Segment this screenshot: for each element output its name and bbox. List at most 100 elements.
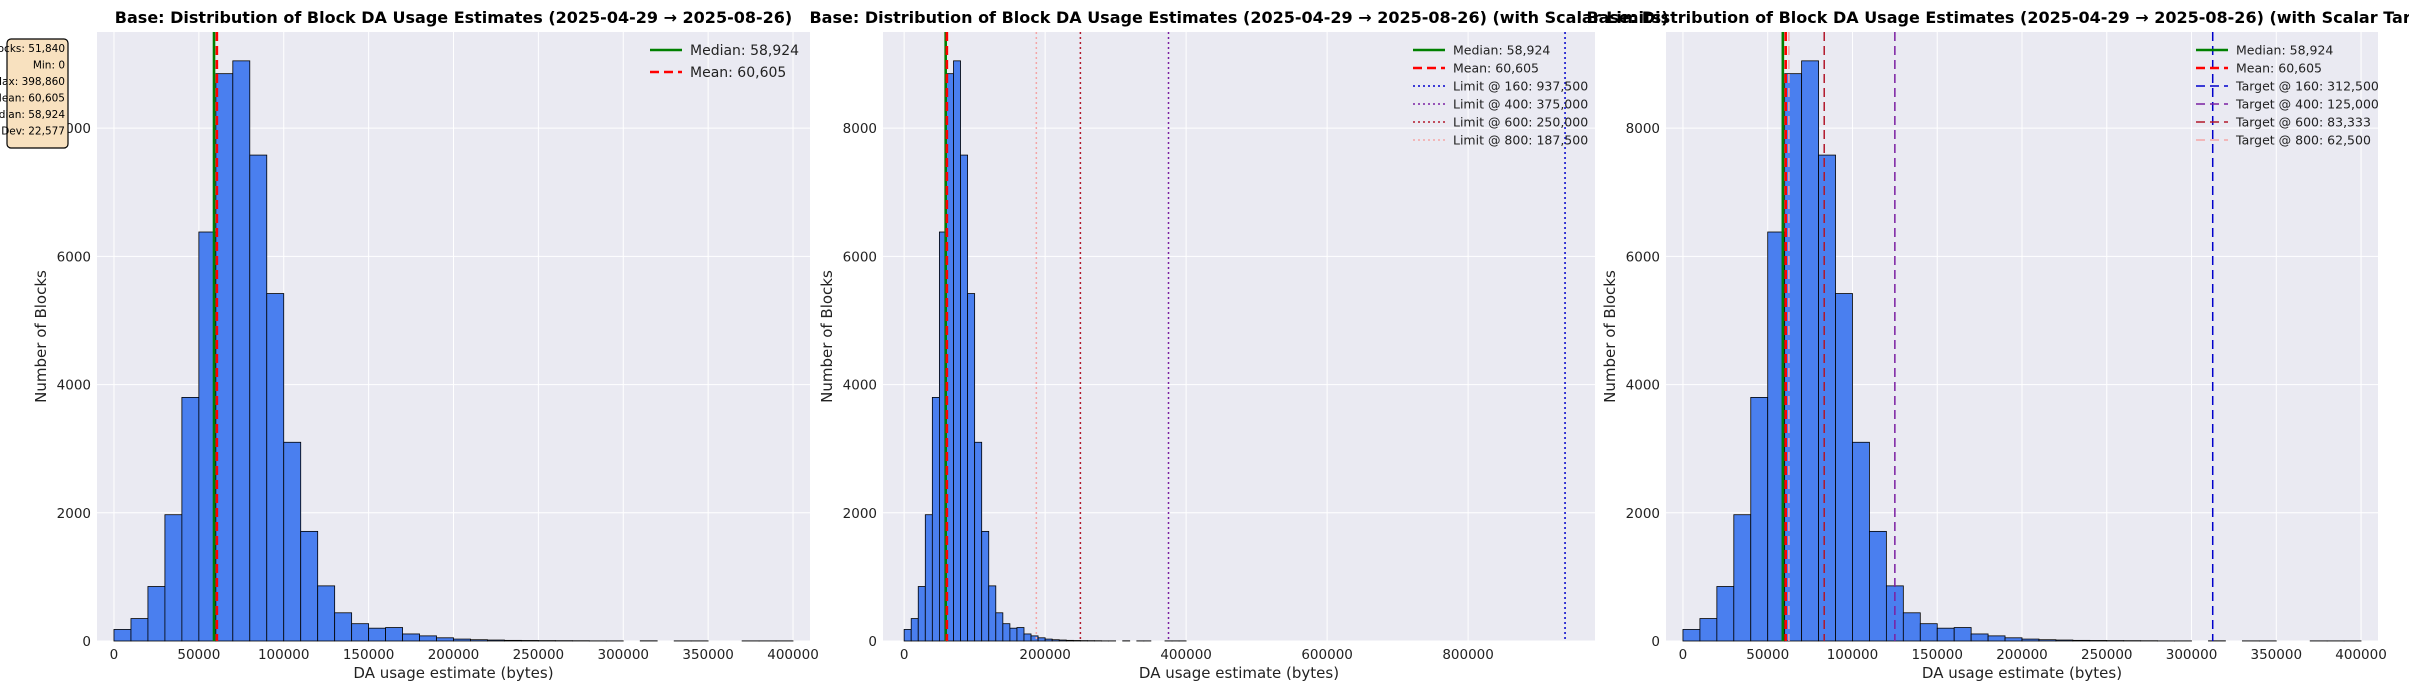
y-tick-label: 4000 xyxy=(843,378,877,394)
histogram-bar xyxy=(1037,637,1046,642)
y-tick-label: 2000 xyxy=(57,506,91,522)
histogram-bar xyxy=(113,629,132,642)
histogram-bar xyxy=(967,293,976,642)
plot-area xyxy=(883,32,1595,641)
chart-panel-3: 0 50000 100000 150000 200000 250000 300000 3500… xyxy=(1586,8,2409,682)
stats-box-line: Std Dev: 22,577 xyxy=(0,126,65,138)
histogram-bar xyxy=(1682,629,1701,642)
legend: Median: 58,924 Mean: 60,605 Limit @ 160: 9… xyxy=(1413,43,1588,148)
histogram-bar xyxy=(988,585,997,642)
x-tick-label: 350000 xyxy=(682,647,734,663)
histogram-bar xyxy=(147,586,166,642)
histogram-bar xyxy=(334,612,353,642)
histogram-bar xyxy=(1801,60,1819,642)
x-tick-label: 400000 xyxy=(1160,647,1212,663)
legend-entry: Median: 58,924 xyxy=(2236,43,2333,58)
x-tick-label: 300000 xyxy=(2166,647,2218,663)
histogram-bar xyxy=(2055,639,2074,642)
x-tick-label: 250000 xyxy=(2081,647,2133,663)
histogram-bar xyxy=(917,586,926,642)
histogram-bar xyxy=(2021,638,2040,642)
x-tick-label: 0 xyxy=(110,647,119,663)
histogram-bar xyxy=(1733,514,1752,642)
y-tick-label: 0 xyxy=(1651,634,1660,650)
histogram-bar xyxy=(2004,637,2023,642)
histogram-bar xyxy=(931,396,940,642)
chart-title: Base: Distribution of Block DA Usage Est… xyxy=(809,8,1668,27)
chart-title: Base: Distribution of Block DA Usage Est… xyxy=(1586,8,2409,27)
histogram-bar xyxy=(164,514,183,642)
legend-entry: Target @ 800: 62,500 xyxy=(2235,133,2371,148)
histogram-bar xyxy=(1919,623,1938,642)
y-tick-label: 6000 xyxy=(843,249,877,265)
stats-box-line: Max: 398,860 xyxy=(0,76,65,88)
y-tick-label: 2000 xyxy=(843,506,877,522)
x-tick-label: 250000 xyxy=(513,647,565,663)
legend-entry: Median: 58,924 xyxy=(690,43,799,59)
histogram-bar xyxy=(995,612,1004,642)
histogram-bar xyxy=(215,73,234,642)
histogram-bar xyxy=(1058,639,1067,642)
histogram-bar xyxy=(1023,633,1032,642)
stats-box-frame xyxy=(6,38,69,149)
x-axis-label: DA usage estimate (bytes) xyxy=(353,664,553,682)
histogram-bar xyxy=(1818,154,1836,642)
histogram-bar xyxy=(470,639,488,642)
y-axis-label: Number of Blocks xyxy=(818,270,836,403)
legend-entry: Limit @ 600: 250,000 xyxy=(1453,115,1588,130)
histogram-bar xyxy=(981,530,990,642)
legend-entry: Limit @ 800: 187,500 xyxy=(1453,133,1588,148)
x-tick-label: 150000 xyxy=(1911,647,1963,663)
x-tick-label: 100000 xyxy=(258,647,310,663)
legend-entry: Mean: 60,605 xyxy=(2236,61,2322,76)
histogram-bar xyxy=(1002,623,1011,642)
histogram-bar xyxy=(924,514,933,642)
legend: Median: 58,924 Mean: 60,605 Target @ 160: … xyxy=(2196,43,2379,148)
x-tick-label: 400000 xyxy=(2335,647,2387,663)
histogram-bar xyxy=(249,154,268,642)
chart-panel-1: 0 50000 100000 150000 200000 250000 300000 3500… xyxy=(0,8,819,682)
x-tick-label: 300000 xyxy=(597,647,649,663)
legend-entry: Mean: 60,605 xyxy=(1453,61,1539,76)
histogram-bar xyxy=(385,627,403,642)
y-tick-label: 2000 xyxy=(1626,506,1660,522)
legend-entry: Limit @ 400: 375,000 xyxy=(1453,97,1588,112)
histogram-bar xyxy=(1065,639,1074,642)
histogram-bar xyxy=(1852,441,1870,642)
legend-entry: Target @ 600: 83,333 xyxy=(2235,115,2371,130)
legend-entry: Target @ 400: 125,000 xyxy=(2235,97,2379,112)
x-tick-label: 50000 xyxy=(177,647,220,663)
stats-box-line: Mean: 60,605 xyxy=(0,93,65,105)
histogram-bar xyxy=(504,639,522,642)
histogram-bar xyxy=(317,585,336,642)
histogram-bar xyxy=(181,396,200,642)
x-tick-label: 150000 xyxy=(343,647,395,663)
histogram-bar xyxy=(1009,627,1018,642)
y-axis-label: Number of Blocks xyxy=(32,270,50,403)
chart-panel-2: 0 200000 400000 600000 800000 0 2000 4000 6000 80… xyxy=(809,8,1668,682)
histogram-bar xyxy=(130,618,149,642)
histogram-bar xyxy=(960,154,968,642)
histogram-bar xyxy=(487,639,505,642)
x-tick-label: 0 xyxy=(900,647,909,663)
histogram-bar xyxy=(2072,639,2091,642)
histogram-bar xyxy=(1044,638,1053,642)
histogram-bar xyxy=(521,640,539,642)
y-tick-label: 8000 xyxy=(1626,121,1660,137)
legend-entry: Target @ 160: 312,500 xyxy=(2235,79,2379,94)
histogram-bar xyxy=(1902,612,1921,642)
legend: Median: 58,924 Mean: 60,605 xyxy=(650,43,799,81)
histogram-bar xyxy=(1784,73,1803,642)
histogram-bar xyxy=(1051,639,1060,642)
stats-box-line: Min: 0 xyxy=(33,60,65,72)
legend-entry: Median: 58,924 xyxy=(1453,43,1550,58)
x-tick-label: 350000 xyxy=(2251,647,2303,663)
y-tick-label: 4000 xyxy=(57,378,91,394)
histogram-bar xyxy=(1970,633,1989,642)
chart-title: Base: Distribution of Block DA Usage Est… xyxy=(115,8,792,27)
x-tick-label: 600000 xyxy=(1301,647,1353,663)
legend-entry: Mean: 60,605 xyxy=(690,65,786,81)
stats-box: Total Blocks: 51,840 Min: 0 Max: 398,860 Me… xyxy=(0,38,69,149)
x-tick-label: 100000 xyxy=(1827,647,1879,663)
